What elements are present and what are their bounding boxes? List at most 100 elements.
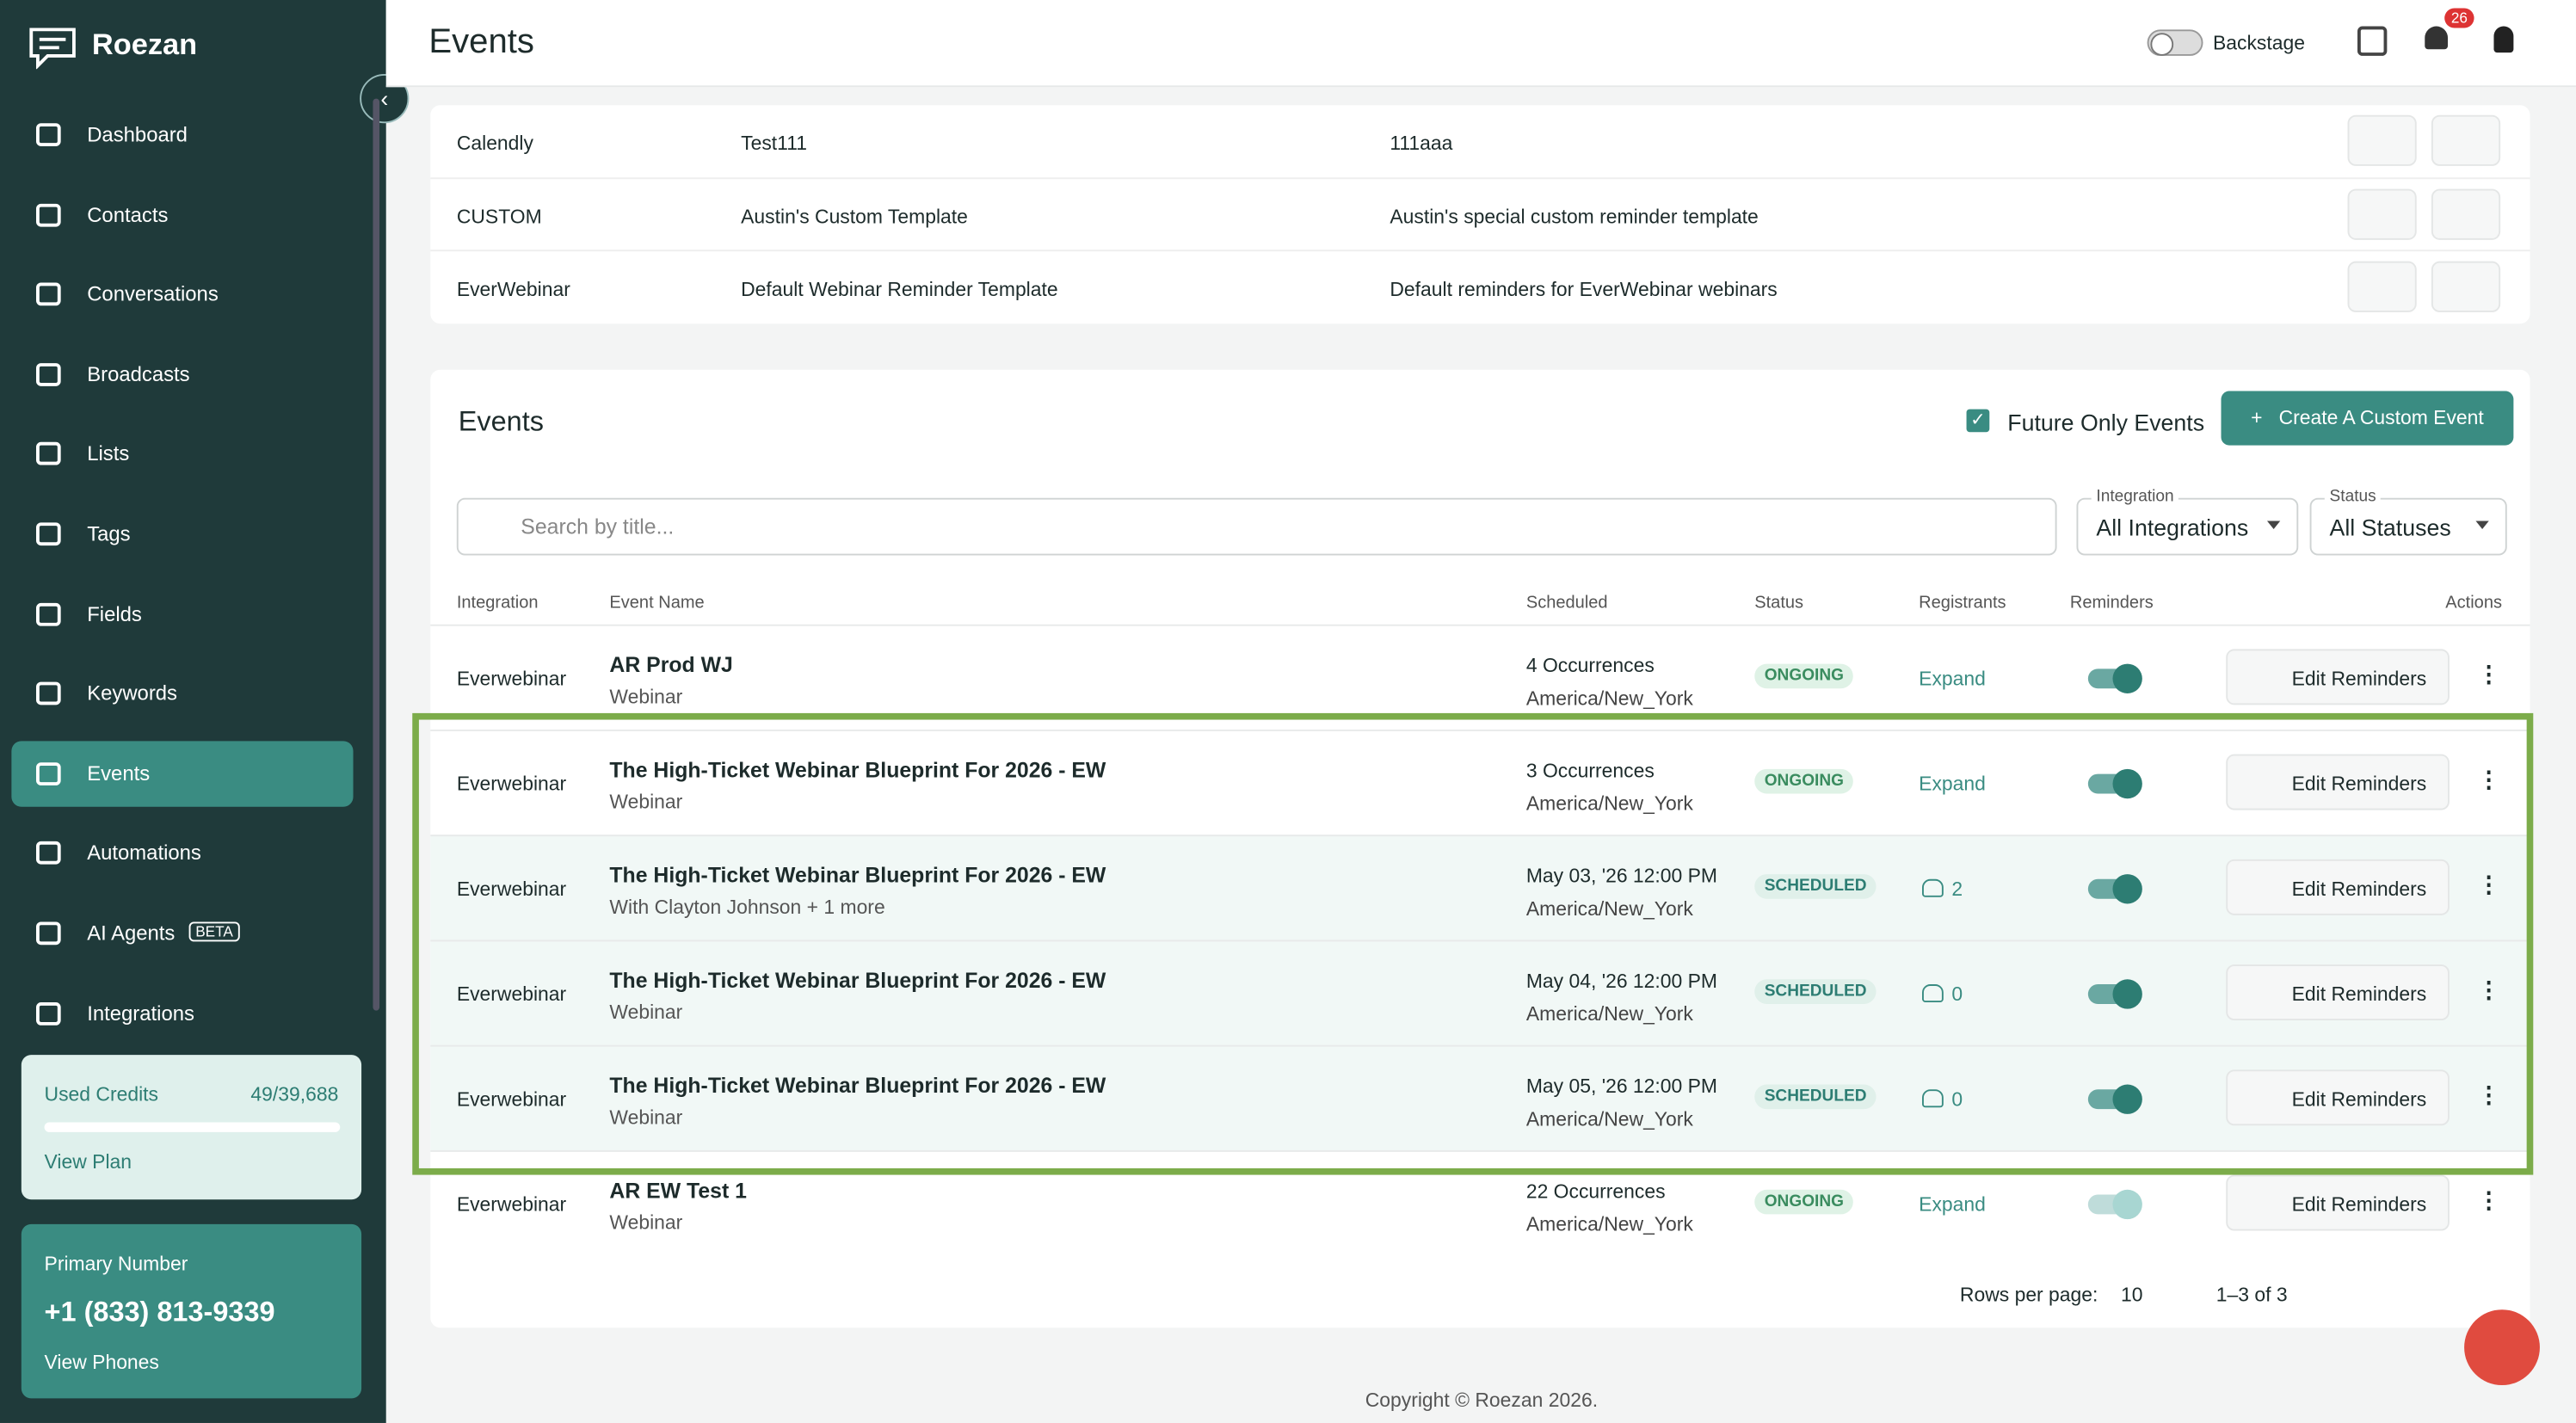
column-header: Scheduled — [1525, 593, 1608, 613]
registrants[interactable]: 0 — [1951, 983, 1963, 1006]
registrants[interactable]: Expand — [1919, 772, 1986, 796]
profile-icon[interactable] — [2493, 26, 2514, 53]
registrants[interactable]: 2 — [1951, 877, 1963, 901]
filter-select[interactable]: Integration All Integrations — [2076, 488, 2299, 556]
backstage-toggle[interactable] — [2147, 29, 2203, 56]
nav-item[interactable]: Conversations — [11, 262, 353, 327]
nav-item[interactable]: Lists — [11, 422, 353, 487]
edit-label: Edit Reminders — [2291, 877, 2427, 901]
header: Events Backstage 26 — [385, 0, 2576, 88]
edit-reminders-button[interactable]: Edit Reminders — [2226, 1069, 2450, 1126]
status-chip: ONGOING — [1754, 663, 1854, 689]
template-cell: EverWebinar — [456, 277, 570, 301]
registrants[interactable]: Expand — [1919, 1192, 1986, 1217]
reminder-toggle[interactable] — [2087, 979, 2142, 1009]
timezone: America/New_York — [1525, 687, 1693, 711]
event-row: Everwebinar AR Prod WJ Webinar 4 Occurrence… — [430, 624, 2530, 731]
sidebar: Roezan ‹ Used Credits 49/39,688 View Pla… — [0, 0, 410, 1423]
more-menu[interactable]: ⋮ — [2477, 766, 2501, 792]
templates-card: Calendly Test111 111aaa CUSTOM Austin's Cust… — [430, 105, 2530, 324]
nav-item[interactable]: AI Agents BETA — [11, 901, 353, 966]
event-sub: Webinar — [609, 1210, 683, 1235]
edit-reminders-button[interactable]: Edit Reminders — [2226, 859, 2450, 915]
edit-label: Edit Reminders — [2291, 667, 2427, 691]
nav-item[interactable]: Keywords — [11, 661, 353, 726]
edit-button[interactable] — [2347, 188, 2417, 240]
edit-label: Edit Reminders — [2291, 1087, 2427, 1112]
notification-badge: 26 — [2444, 8, 2474, 28]
status-chip: SCHEDULED — [1754, 979, 1877, 1004]
reminder-toggle[interactable] — [2087, 874, 2142, 904]
delete-button[interactable] — [2431, 188, 2501, 240]
schedule[interactable]: 4 Occurrences — [1525, 654, 1655, 677]
delete-button[interactable] — [2431, 114, 2501, 166]
chat-button[interactable] — [2464, 1309, 2540, 1386]
event-name: The High-Ticket Webinar Blueprint For 20… — [609, 757, 1106, 783]
view-phones-link[interactable]: View Phones — [44, 1350, 159, 1374]
create-event-button[interactable]: + Create A Custom Event — [2221, 391, 2514, 446]
toggle-knob — [2112, 874, 2142, 904]
reminder-toggle[interactable] — [2087, 768, 2142, 799]
registrants[interactable]: 0 — [1951, 1087, 1963, 1112]
phone-number: +1 (833) 813-9339 — [44, 1296, 275, 1328]
people-icon — [1921, 984, 1944, 1003]
more-menu[interactable]: ⋮ — [2477, 660, 2501, 687]
filter-select[interactable]: Status All Statuses — [2309, 488, 2507, 556]
event-row: Everwebinar AR EW Test 1 Webinar 22 Occurre… — [430, 1149, 2530, 1257]
future-checkbox[interactable]: ✓ — [1966, 409, 1990, 433]
column-header: Status — [1754, 593, 1804, 613]
create-label: Create A Custom Event — [2278, 405, 2484, 429]
edit-label: Edit Reminders — [2291, 983, 2427, 1006]
more-menu[interactable]: ⋮ — [2477, 871, 2501, 897]
credits-label: Used Credits — [44, 1082, 158, 1106]
brand: Roezan — [91, 28, 198, 61]
edit-button[interactable] — [2347, 114, 2417, 166]
nav-item[interactable]: Fields — [11, 581, 353, 646]
more-menu[interactable]: ⋮ — [2477, 1186, 2501, 1213]
edit-reminders-button[interactable]: Edit Reminders — [2226, 649, 2450, 705]
timezone: America/New_York — [1525, 792, 1693, 816]
status-chip: ONGOING — [1754, 768, 1854, 794]
more-menu[interactable]: ⋮ — [2477, 976, 2501, 1003]
registrants[interactable]: Expand — [1919, 667, 1986, 691]
bell-icon[interactable] — [2425, 26, 2449, 50]
nav-item[interactable]: Automations — [11, 821, 353, 886]
search-placeholder: Search by title... — [521, 514, 675, 539]
edit-reminders-button[interactable]: Edit Reminders — [2226, 1174, 2450, 1231]
nav-item[interactable]: Broadcasts — [11, 342, 353, 407]
delete-button[interactable] — [2431, 261, 2501, 312]
event-row: Everwebinar The High-Ticket Webinar Bluep… — [430, 1044, 2530, 1152]
more-menu[interactable]: ⋮ — [2477, 1081, 2501, 1108]
nav-item[interactable]: Integrations — [11, 980, 353, 1045]
view-plan-link[interactable]: View Plan — [44, 1149, 132, 1174]
toggle-knob — [2112, 768, 2142, 799]
announce-icon[interactable] — [2357, 26, 2388, 56]
nav-item[interactable]: Dashboard — [11, 102, 353, 167]
credits-value: 49/39,688 — [250, 1082, 339, 1106]
schedule[interactable]: 22 Occurrences — [1525, 1180, 1666, 1204]
reminder-toggle[interactable] — [2087, 1084, 2142, 1114]
status-chip: SCHEDULED — [1754, 874, 1877, 899]
schedule[interactable]: 3 Occurrences — [1525, 759, 1655, 783]
event-row: Everwebinar The High-Ticket Webinar Bluep… — [430, 729, 2530, 836]
rows-value[interactable]: 10 — [2121, 1283, 2143, 1307]
people-icon — [1921, 878, 1944, 897]
nav-label: Events — [87, 761, 151, 785]
reminder-toggle[interactable] — [2087, 663, 2142, 693]
nav-label: AI Agents — [87, 921, 176, 946]
timezone: America/New_York — [1525, 1002, 1693, 1026]
edit-button[interactable] — [2347, 261, 2417, 312]
integration: Everwebinar — [456, 1192, 567, 1217]
nav-icon — [36, 761, 61, 785]
nav-item[interactable]: Events — [11, 740, 354, 807]
toggle-knob — [2112, 1084, 2142, 1114]
search-box[interactable]: Search by title... — [456, 497, 2057, 556]
nav-item[interactable]: Tags — [11, 502, 353, 567]
edit-reminders-button[interactable]: Edit Reminders — [2226, 964, 2450, 1021]
edit-reminders-button[interactable]: Edit Reminders — [2226, 754, 2450, 810]
nav-item[interactable]: Contacts — [11, 182, 353, 247]
reminder-toggle[interactable] — [2087, 1189, 2142, 1220]
event-name: The High-Ticket Webinar Blueprint For 20… — [609, 862, 1106, 888]
events-card: Events ✓ Future Only Events + Create A C… — [430, 369, 2530, 1328]
